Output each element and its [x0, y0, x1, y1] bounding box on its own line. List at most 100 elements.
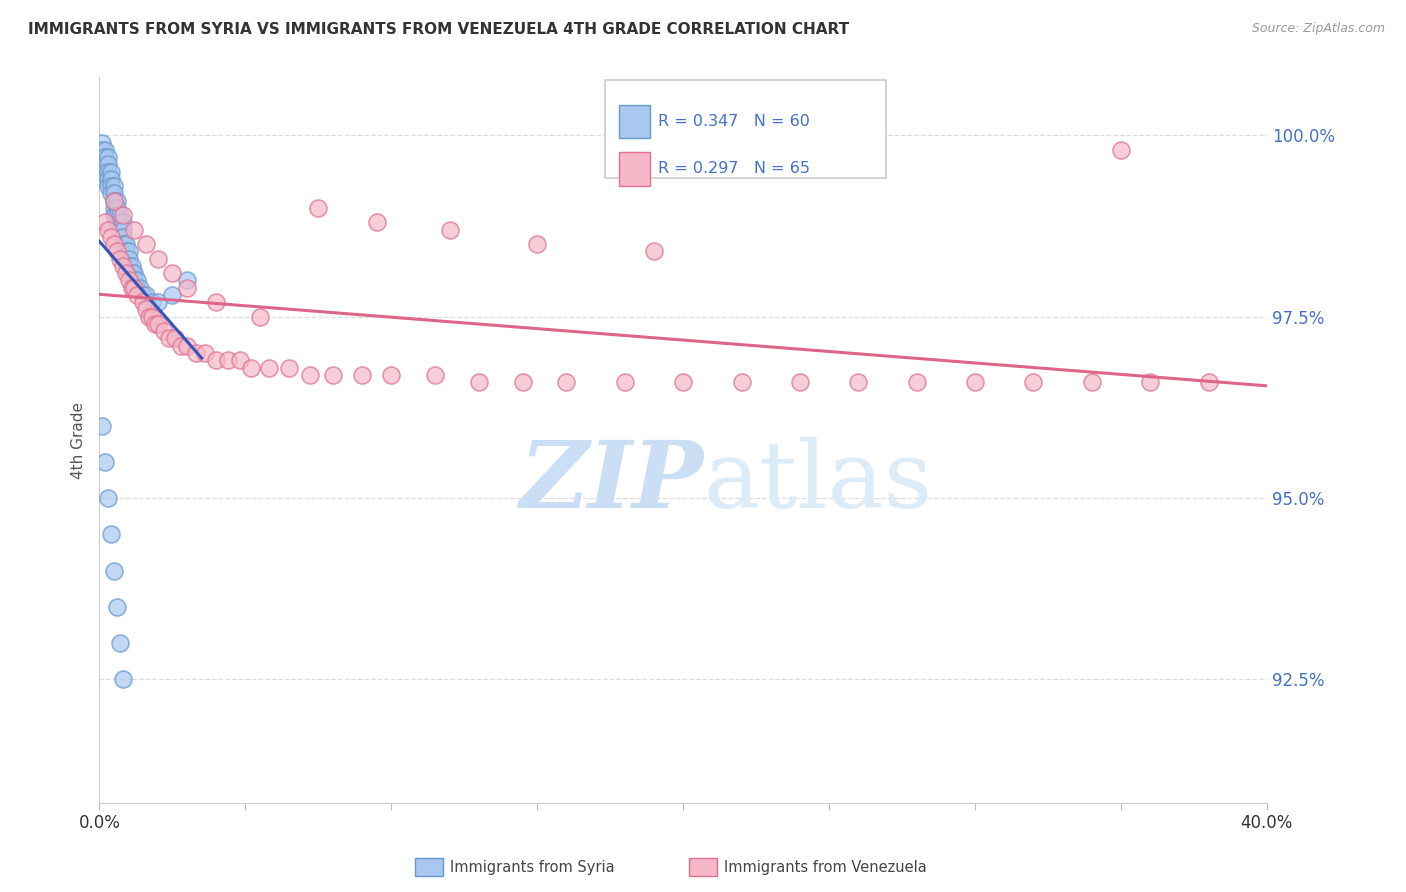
Point: [100, 527, 122, 541]
Point: [613, 375, 636, 389]
Point: [97, 150, 120, 164]
Point: [278, 360, 301, 375]
Point: [141, 295, 163, 310]
Point: [129, 281, 152, 295]
Point: [1109, 143, 1132, 157]
Point: [97, 157, 120, 171]
Point: [162, 266, 184, 280]
Point: [100, 172, 122, 186]
Point: [176, 281, 198, 295]
Point: [103, 237, 125, 252]
Point: [138, 310, 160, 324]
Point: [105, 201, 128, 215]
Y-axis label: 4th Grade: 4th Grade: [72, 401, 86, 478]
Point: [108, 215, 131, 229]
Point: [100, 165, 122, 179]
Point: [111, 223, 134, 237]
Point: [117, 273, 139, 287]
Point: [127, 273, 149, 287]
Point: [105, 244, 128, 259]
Point: [141, 310, 163, 324]
Point: [165, 331, 187, 345]
Point: [132, 295, 155, 310]
Point: [307, 201, 329, 215]
Point: [108, 223, 131, 237]
Point: [108, 636, 131, 650]
Point: [100, 186, 122, 201]
Point: [121, 259, 143, 273]
Point: [322, 368, 344, 382]
Point: [105, 599, 128, 614]
Point: [97, 491, 120, 505]
Point: [205, 353, 228, 368]
Point: [127, 281, 149, 295]
Point: [111, 237, 134, 252]
Point: [789, 375, 811, 389]
Point: [176, 339, 198, 353]
Text: Immigrants from Syria: Immigrants from Syria: [450, 860, 614, 874]
Point: [217, 353, 239, 368]
Point: [162, 288, 184, 302]
Point: [103, 208, 125, 222]
Point: [97, 179, 120, 194]
Point: [672, 375, 695, 389]
Point: [103, 564, 125, 578]
Point: [103, 194, 125, 208]
Point: [152, 324, 174, 338]
Point: [555, 375, 578, 389]
Point: [124, 266, 146, 280]
Point: [146, 252, 169, 266]
Point: [114, 244, 136, 259]
Point: [205, 295, 228, 310]
Point: [643, 244, 665, 259]
Point: [94, 172, 117, 186]
Point: [193, 346, 215, 360]
Point: [512, 375, 534, 389]
Point: [117, 244, 139, 259]
Point: [94, 150, 117, 164]
Point: [963, 375, 986, 389]
Point: [105, 194, 128, 208]
Point: [103, 179, 125, 194]
Point: [228, 353, 250, 368]
Point: [146, 317, 169, 331]
Point: [111, 208, 134, 222]
Point: [135, 237, 157, 252]
Point: [127, 288, 149, 302]
Point: [380, 368, 402, 382]
Point: [97, 165, 120, 179]
Point: [526, 237, 548, 252]
Point: [352, 368, 374, 382]
Point: [103, 194, 125, 208]
Point: [143, 317, 166, 331]
Point: [97, 223, 120, 237]
Point: [91, 418, 114, 433]
Point: [170, 339, 193, 353]
Text: IMMIGRANTS FROM SYRIA VS IMMIGRANTS FROM VENEZUELA 4TH GRADE CORRELATION CHART: IMMIGRANTS FROM SYRIA VS IMMIGRANTS FROM…: [28, 22, 849, 37]
Point: [176, 273, 198, 287]
Point: [108, 252, 131, 266]
Point: [135, 302, 157, 317]
Point: [94, 455, 117, 469]
Point: [105, 215, 128, 229]
Point: [108, 208, 131, 222]
Point: [132, 288, 155, 302]
Point: [111, 259, 134, 273]
Point: [146, 295, 169, 310]
Point: [159, 331, 181, 345]
Text: R = 0.297   N = 65: R = 0.297 N = 65: [658, 161, 810, 176]
Point: [111, 215, 134, 229]
Point: [103, 186, 125, 201]
Point: [91, 143, 114, 157]
Point: [1198, 375, 1220, 389]
Point: [905, 375, 928, 389]
Text: Source: ZipAtlas.com: Source: ZipAtlas.com: [1251, 22, 1385, 36]
Text: Immigrants from Venezuela: Immigrants from Venezuela: [724, 860, 927, 874]
Point: [298, 368, 321, 382]
Point: [103, 201, 125, 215]
Point: [1022, 375, 1045, 389]
Point: [94, 157, 117, 171]
Point: [249, 310, 271, 324]
Point: [94, 143, 117, 157]
Point: [91, 150, 114, 164]
